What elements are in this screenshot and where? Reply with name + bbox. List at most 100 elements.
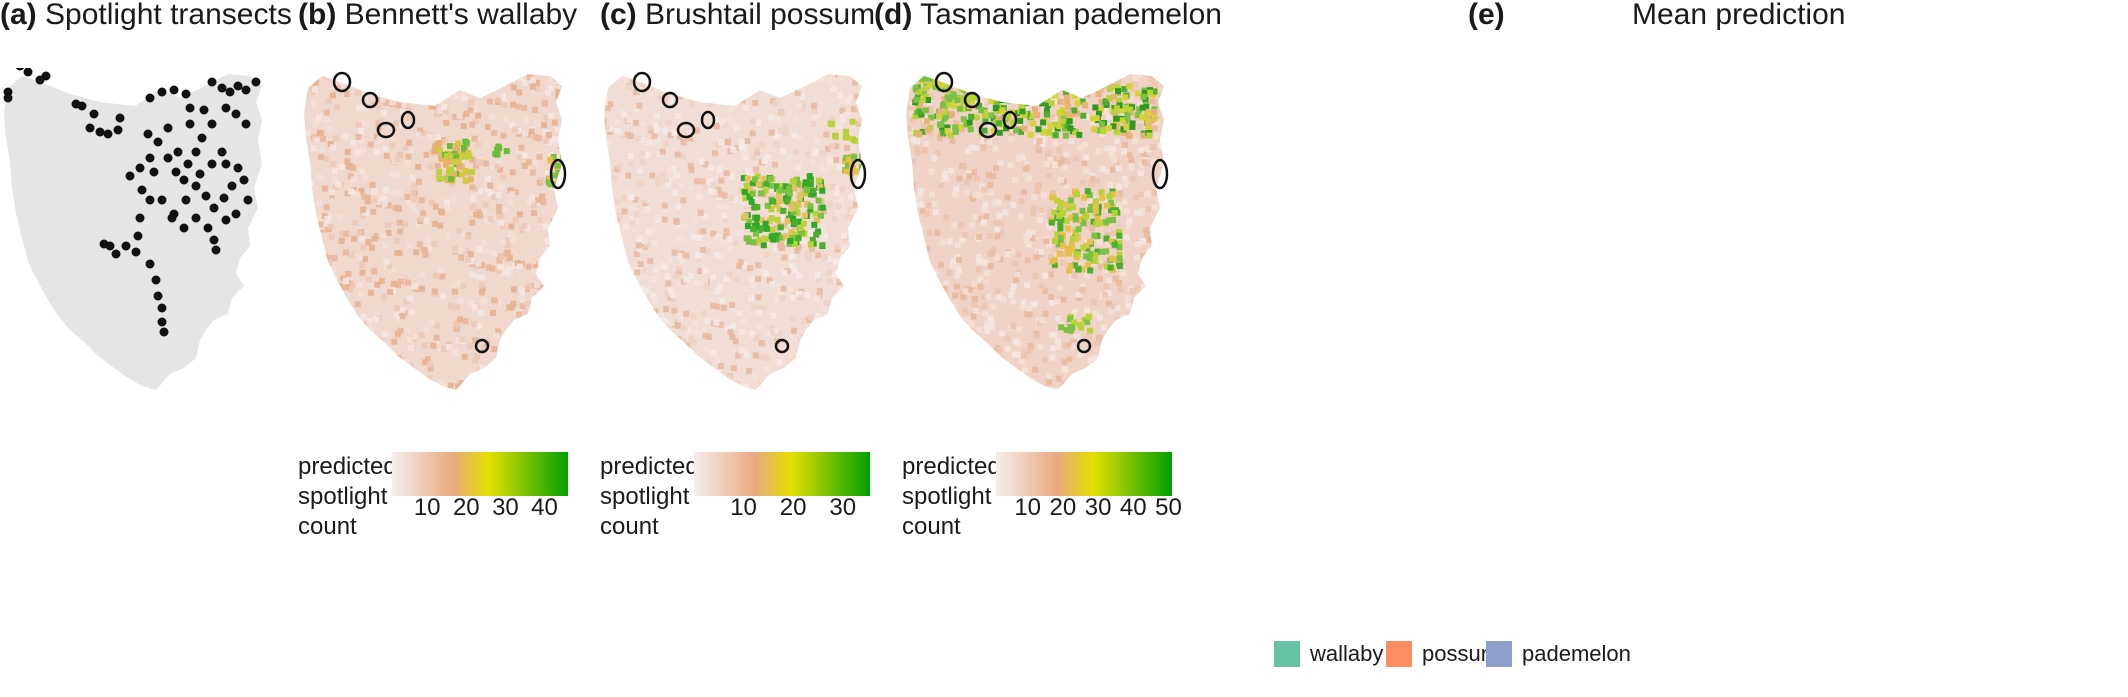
transect-point <box>23 68 33 77</box>
transect-point <box>157 195 167 205</box>
transect-point <box>185 119 195 129</box>
transect-point <box>241 85 251 95</box>
transect-point <box>217 147 227 157</box>
study-site-outline <box>661 91 679 109</box>
transect-point <box>115 113 125 123</box>
legend-swatch <box>1386 641 1412 667</box>
transect-point <box>121 241 131 251</box>
transect-point <box>89 109 99 119</box>
chart-title: Mean prediction <box>1632 0 1846 31</box>
study-site-outline <box>376 121 396 139</box>
transect-point <box>157 303 167 313</box>
colorbar-c-label: predicted spotlight count <box>600 453 699 540</box>
colorbar-tick-label: 20 <box>1049 494 1077 521</box>
study-site-outline <box>332 71 352 93</box>
transect-point <box>203 223 213 233</box>
map-brushtail-possum <box>604 71 867 390</box>
study-site-outline <box>632 71 652 93</box>
map-bennetts-wallaby <box>304 71 567 390</box>
transect-point <box>163 123 173 133</box>
transect-point <box>151 275 161 285</box>
transect-point <box>153 291 163 301</box>
transect-point <box>111 249 121 259</box>
transect-point <box>145 195 155 205</box>
transect-point <box>173 147 183 157</box>
panel-d-title: (d) Tasmanian pademelon <box>874 0 1222 31</box>
colorbar-d-label: predicted spotlight count <box>902 453 1001 540</box>
transect-point <box>217 83 227 93</box>
transect-point <box>251 77 261 87</box>
transect-point <box>143 129 153 139</box>
panel-c-title: (c) Brushtail possum <box>600 0 876 31</box>
colorbar-c <box>694 452 870 496</box>
colorbar-tick-label: 10 <box>413 494 441 521</box>
legend-swatch <box>1274 641 1300 667</box>
transect-point <box>179 175 189 185</box>
study-site-outline <box>1076 338 1092 354</box>
transect-point <box>169 85 179 95</box>
legend-label: wallaby <box>1310 641 1384 666</box>
study-site-outline <box>934 71 954 93</box>
transect-point <box>207 159 217 169</box>
transect-point <box>145 153 155 163</box>
colorbar-tick-label: 20 <box>452 494 480 521</box>
transect-point <box>233 81 243 91</box>
colorbar-d <box>996 452 1172 496</box>
transect-point <box>149 167 159 177</box>
transect-point <box>207 77 217 87</box>
transect-point <box>3 93 13 103</box>
transect-point <box>241 119 251 129</box>
transect-point <box>99 239 109 249</box>
transect-point <box>221 103 231 113</box>
transect-point <box>171 167 181 177</box>
colorbar-tick-label: 10 <box>730 494 757 521</box>
study-site-outline <box>676 121 696 139</box>
transect-point <box>159 327 169 337</box>
colorbar-tick-label: 40 <box>1119 494 1147 521</box>
map-tasmanian-pademelon <box>906 71 1169 390</box>
colorbar-tick-label: 20 <box>779 494 807 521</box>
panel-b-title: (b) Bennett's wallaby <box>298 0 578 31</box>
colorbar-tick-label: 40 <box>531 494 558 521</box>
transect-point <box>191 147 201 157</box>
transect-point <box>207 119 217 129</box>
transect-point <box>227 181 237 191</box>
legend-item-pademelon: pademelon <box>1486 641 1631 667</box>
transect-point <box>157 87 167 97</box>
study-site-outline <box>700 110 716 130</box>
transect-point <box>35 75 45 85</box>
transect-point <box>231 109 241 119</box>
study-site-outline <box>549 158 567 190</box>
transect-point <box>243 195 253 205</box>
transect-point <box>221 215 231 225</box>
transect-point <box>181 89 191 99</box>
study-site-outline <box>400 110 416 130</box>
transect-point <box>199 105 209 115</box>
study-site-outline <box>1151 158 1169 190</box>
transect-point <box>191 181 201 191</box>
legend-label: pademelon <box>1522 641 1631 666</box>
transect-point <box>239 175 249 185</box>
transect-point <box>85 123 95 133</box>
legend-item-wallaby: wallaby <box>1274 641 1383 667</box>
transect-point <box>219 193 229 203</box>
panel-a-title: (a) Spotlight transects <box>0 0 292 31</box>
transect-point <box>233 163 243 173</box>
transect-point <box>197 133 207 143</box>
transect-point <box>209 235 219 245</box>
transect-point <box>167 213 177 223</box>
transect-point <box>133 231 143 241</box>
transect-point <box>201 191 211 201</box>
colorbar-tick-label: 10 <box>1014 494 1042 521</box>
panel-e-title: (e) <box>1468 0 1505 31</box>
transect-point <box>185 103 195 113</box>
transect-point <box>183 159 193 169</box>
transect-point <box>211 245 221 255</box>
colorbar-tick-label: 50 <box>1155 494 1182 521</box>
transect-point <box>131 247 141 257</box>
transect-point <box>113 125 123 135</box>
study-site-outline <box>963 91 981 109</box>
transect-point <box>209 203 219 213</box>
transect-point <box>179 223 189 233</box>
study-site-outline <box>1002 110 1018 130</box>
